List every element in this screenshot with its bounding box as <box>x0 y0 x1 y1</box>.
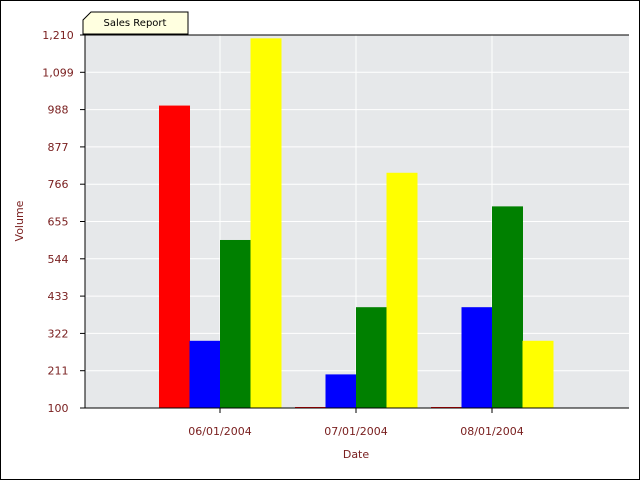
x-tick-label: 07/01/2004 <box>324 425 387 438</box>
x-axis-title: Date <box>343 448 370 461</box>
y-tick-label: 988 <box>48 104 69 117</box>
tab-sales-report[interactable]: Sales Report <box>82 11 189 35</box>
y-axis-title: Volume <box>13 200 26 241</box>
y-tick-label: 100 <box>48 402 69 415</box>
bar-series-4 <box>386 172 418 408</box>
x-tick-label: 08/01/2004 <box>460 425 523 438</box>
y-tick-label: 655 <box>48 216 69 229</box>
y-tick-label: 544 <box>48 253 69 266</box>
bar-series-2 <box>325 374 357 408</box>
bar-series-1 <box>159 105 190 408</box>
tab-shape <box>82 11 189 35</box>
y-tick-label: 211 <box>48 365 69 378</box>
bar-series-4 <box>250 38 282 409</box>
x-axis-ticks: 06/01/2004 07/01/2004 08/01/2004 <box>188 408 524 438</box>
x-tick-label: 06/01/2004 <box>188 425 251 438</box>
bar-series-3 <box>220 239 251 408</box>
y-tick-label: 1,099 <box>42 66 74 79</box>
y-tick-label: 322 <box>48 327 69 340</box>
bars <box>159 38 554 409</box>
y-tick-label: 1,210 <box>42 29 74 42</box>
y-axis-ticks: 100 211 322 433 544 655 766 877 988 1,099 1,210 <box>42 29 85 415</box>
bar-series-3 <box>356 307 387 408</box>
y-tick-label: 433 <box>48 290 69 303</box>
tab-label: Sales Report <box>104 18 167 29</box>
y-tick-label: 766 <box>48 178 69 191</box>
bar-series-3 <box>492 206 523 408</box>
y-tick-label: 877 <box>48 141 69 154</box>
bar-series-2 <box>189 340 221 408</box>
bar-series-4 <box>522 340 554 408</box>
bar-series-2 <box>461 307 493 408</box>
